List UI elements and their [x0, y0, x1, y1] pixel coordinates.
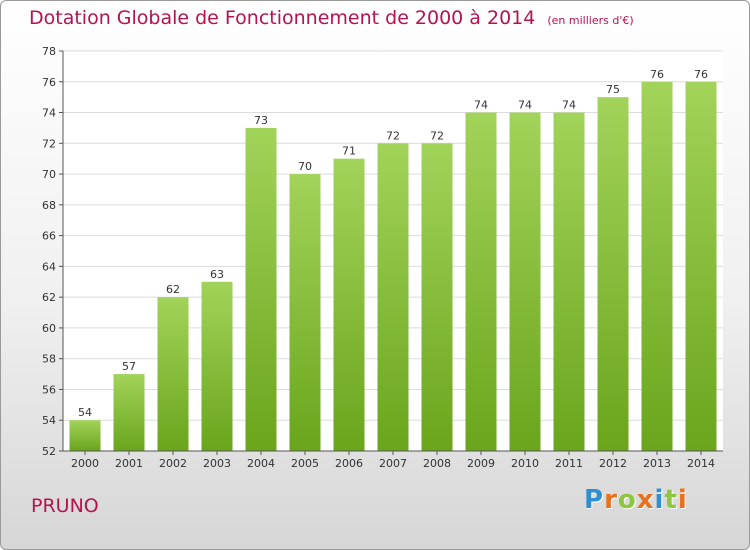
- x-tick-label: 2005: [291, 457, 319, 470]
- logo-letter: x: [636, 485, 655, 515]
- bar: [465, 112, 497, 452]
- x-tick-label: 2009: [467, 457, 495, 470]
- data-label: 57: [122, 360, 136, 373]
- logo-letter: r: [604, 485, 618, 515]
- data-label: 76: [694, 68, 708, 81]
- data-label: 54: [78, 406, 92, 419]
- bar: [201, 281, 233, 451]
- data-label: 74: [518, 99, 532, 112]
- x-tick-label: 2003: [203, 457, 231, 470]
- data-label: 72: [386, 129, 400, 142]
- commune-name: PRUNO: [31, 495, 99, 517]
- y-tick-label: 72: [42, 137, 56, 150]
- x-tick-label: 2006: [335, 457, 363, 470]
- x-tick-label: 2012: [599, 457, 627, 470]
- y-tick-label: 64: [42, 260, 56, 273]
- x-tick-label: 2000: [71, 457, 99, 470]
- x-tick-label: 2001: [115, 457, 143, 470]
- bar: [509, 112, 541, 452]
- data-label: 71: [342, 145, 356, 158]
- logo-letter: P: [584, 485, 605, 515]
- y-tick-label: 56: [42, 383, 56, 396]
- data-label: 74: [562, 99, 576, 112]
- logo-letter: t: [664, 485, 678, 515]
- bar: [289, 174, 321, 452]
- x-tick-label: 2010: [511, 457, 539, 470]
- chart-subtitle: (en milliers d'€): [547, 14, 634, 27]
- y-tick-label: 70: [42, 168, 56, 181]
- y-tick-label: 54: [42, 414, 56, 427]
- bar: [685, 81, 717, 452]
- logo-letter: o: [617, 485, 637, 515]
- bar: [69, 420, 101, 451]
- chart-title: Dotation Globale de Fonctionnement de 20…: [29, 7, 634, 29]
- x-tick-label: 2013: [643, 457, 671, 470]
- x-tick-label: 2011: [555, 457, 583, 470]
- bar: [157, 297, 189, 451]
- y-tick-label: 62: [42, 291, 56, 304]
- x-tick-label: 2004: [247, 457, 275, 470]
- bar: [641, 81, 673, 452]
- logo-letter: i: [677, 485, 688, 515]
- logo-letter: i: [654, 485, 665, 515]
- y-tick-label: 52: [42, 445, 56, 458]
- data-label: 74: [474, 99, 488, 112]
- proxiti-logo: Proxiti: [584, 485, 688, 515]
- x-tick-label: 2008: [423, 457, 451, 470]
- bar: [333, 158, 365, 451]
- bar: [421, 143, 453, 452]
- y-tick-label: 78: [42, 45, 56, 58]
- x-tick-label: 2002: [159, 457, 187, 470]
- x-tick-label: 2007: [379, 457, 407, 470]
- y-tick-label: 74: [42, 107, 56, 120]
- bar: [377, 143, 409, 452]
- y-tick-label: 68: [42, 199, 56, 212]
- bar: [597, 97, 629, 452]
- y-tick-label: 58: [42, 353, 56, 366]
- data-label: 72: [430, 129, 444, 142]
- data-label: 76: [650, 68, 664, 81]
- x-tick-label: 2014: [687, 457, 715, 470]
- y-tick-label: 66: [42, 230, 56, 243]
- bar: [553, 112, 585, 452]
- y-tick-label: 60: [42, 322, 56, 335]
- chart-title-text: Dotation Globale de Fonctionnement de 20…: [29, 7, 536, 29]
- data-label: 70: [298, 160, 312, 173]
- data-label: 63: [210, 268, 224, 281]
- data-label: 73: [254, 114, 268, 127]
- data-label: 75: [606, 83, 620, 96]
- bar: [245, 127, 277, 451]
- data-label: 62: [166, 283, 180, 296]
- bar: [113, 374, 145, 451]
- y-tick-label: 76: [42, 76, 56, 89]
